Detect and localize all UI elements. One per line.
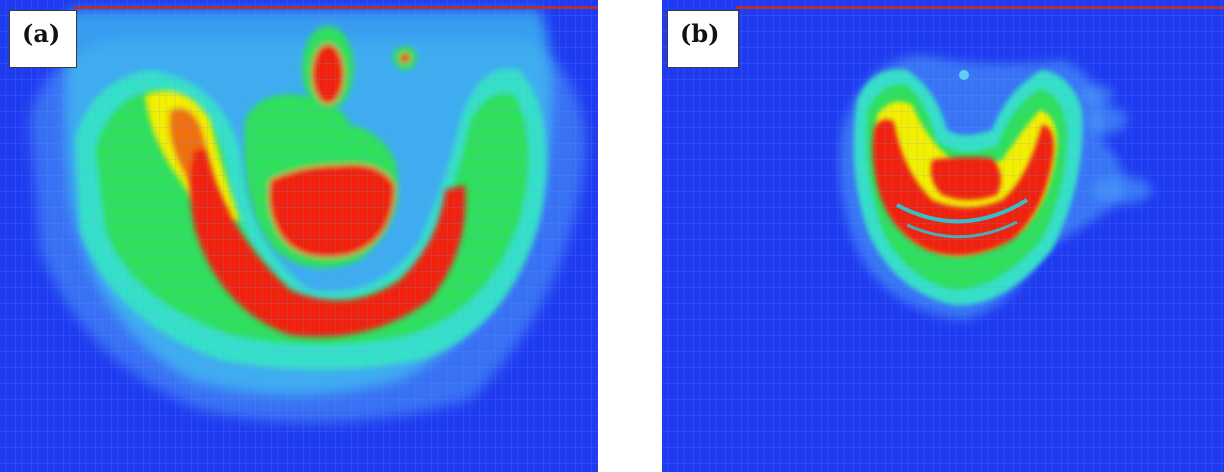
panel-b-label: (b) (667, 10, 739, 68)
panel-a-surface-line (74, 6, 598, 9)
panel-a (0, 0, 598, 472)
panel-b-contour-plot (662, 0, 1224, 472)
panel-b (662, 0, 1224, 472)
panel-a-contour-plot (0, 0, 598, 472)
panel-a-label: (a) (9, 10, 77, 68)
panel-b-grid (662, 0, 1224, 472)
panel-a-grid (0, 0, 598, 472)
panel-b-surface-line (736, 6, 1224, 9)
